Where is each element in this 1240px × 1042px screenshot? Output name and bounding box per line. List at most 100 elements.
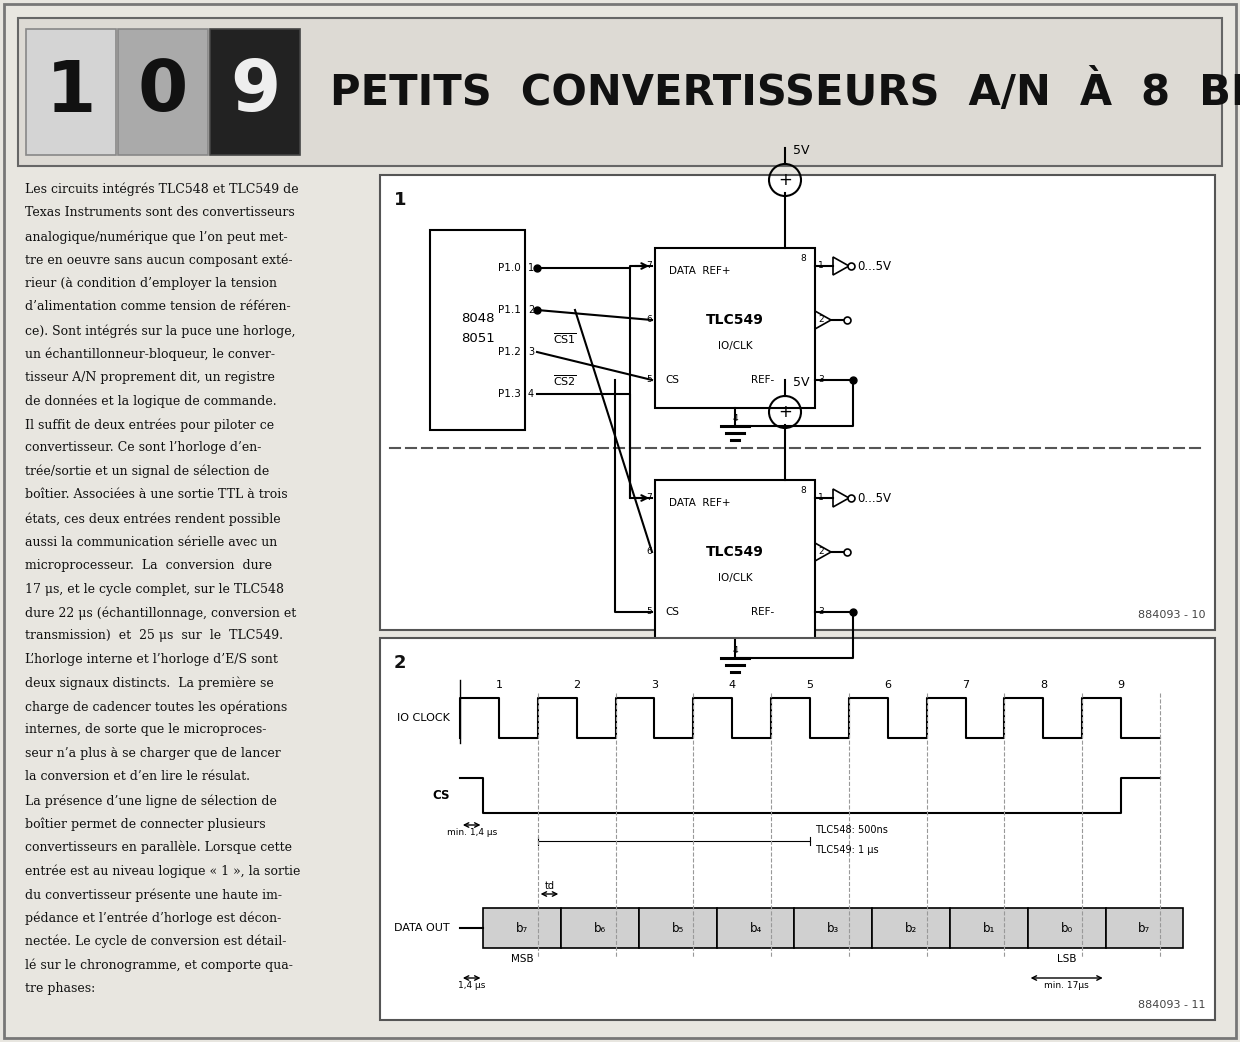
Bar [19,18,1221,166]
Bar [872,908,950,948]
Text: 3: 3 [818,375,823,384]
Text: Les circuits intégrés TLC548 et TLC549 de: Les circuits intégrés TLC548 et TLC549 d… [25,183,299,197]
Text: ce). Sont intégrés sur la puce une horloge,: ce). Sont intégrés sur la puce une horlo… [25,324,295,338]
Text: convertisseur. Ce sont l’horloge d’en-: convertisseur. Ce sont l’horloge d’en- [25,442,262,454]
Text: CS: CS [665,375,680,384]
Text: DATA  REF+: DATA REF+ [670,266,730,276]
Text: 0...5V: 0...5V [857,492,892,504]
Bar [950,908,1028,948]
Text: 884093 - 10: 884093 - 10 [1137,610,1205,620]
Text: DATA  REF+: DATA REF+ [670,498,730,508]
Text: 4: 4 [528,389,534,399]
Text: microprocesseur.  La  conversion  dure: microprocesseur. La conversion dure [25,559,272,572]
Bar [562,908,639,948]
Bar [1028,908,1106,948]
Text: trée/sortie et un signal de sélection de: trée/sortie et un signal de sélection de [25,465,269,478]
Text: 7: 7 [646,262,652,271]
Bar [655,480,815,640]
Text: 1: 1 [394,191,407,209]
Text: 6: 6 [646,316,652,324]
Text: 5: 5 [646,607,652,617]
Text: 3: 3 [651,680,658,690]
Text: P1.1: P1.1 [498,305,521,315]
Text: états, ces deux entrées rendent possible: états, ces deux entrées rendent possible [25,512,280,525]
Text: IO CLOCK: IO CLOCK [397,713,450,723]
Text: aussi la communication sérielle avec un: aussi la communication sérielle avec un [25,536,278,548]
Text: 1: 1 [496,680,502,690]
Bar [655,248,815,408]
Text: 4: 4 [732,646,738,655]
Text: 9: 9 [1117,680,1125,690]
Text: b₆: b₆ [594,921,606,935]
Text: 3: 3 [818,607,823,617]
Text: 4: 4 [729,680,735,690]
Text: 2: 2 [394,654,407,672]
Text: dure 22 μs (échantillonnage, conversion et: dure 22 μs (échantillonnage, conversion … [25,606,296,620]
Text: 1: 1 [528,263,534,273]
Text: P1.3: P1.3 [498,389,521,399]
Text: b₂: b₂ [905,921,918,935]
Text: 2: 2 [573,680,580,690]
Text: 1: 1 [818,262,823,271]
Text: b₇: b₇ [1138,921,1151,935]
Text: b₇: b₇ [516,921,528,935]
Text: DATA OUT: DATA OUT [394,923,450,933]
Text: pédance et l’entrée d’horloge est décon-: pédance et l’entrée d’horloge est décon- [25,912,281,925]
Text: 7: 7 [962,680,970,690]
Text: transmission)  et  25 μs  sur  le  TLC549.: transmission) et 25 μs sur le TLC549. [25,629,283,643]
Text: 8: 8 [800,254,806,263]
Text: 8: 8 [800,486,806,495]
Text: P1.0: P1.0 [498,263,521,273]
Text: internes, de sorte que le microproces-: internes, de sorte que le microproces- [25,723,267,737]
Text: tre phases:: tre phases: [25,982,95,995]
Text: TLC548: 500ns: TLC548: 500ns [815,825,888,835]
Text: PETITS  CONVERTISSEURS  A/N  À  8  BITS: PETITS CONVERTISSEURS A/N À 8 BITS [330,70,1240,114]
Text: 5V: 5V [794,375,810,389]
Bar [118,29,208,155]
Text: 3: 3 [528,347,534,357]
Text: b₃: b₃ [827,921,839,935]
Text: 17 μs, et le cycle complet, sur le TLC548: 17 μs, et le cycle complet, sur le TLC54… [25,582,284,595]
Text: CS: CS [433,789,450,802]
Text: entrée est au niveau logique « 1 », la sortie: entrée est au niveau logique « 1 », la s… [25,865,300,878]
Text: de données et la logique de commande.: de données et la logique de commande. [25,395,277,408]
Text: analogique/numérique que l’on peut met-: analogique/numérique que l’on peut met- [25,230,288,244]
Text: 9: 9 [229,57,280,126]
Text: +: + [777,171,792,189]
Text: du convertisseur présente une haute im-: du convertisseur présente une haute im- [25,888,281,901]
Text: convertisseurs en parallèle. Lorsque cette: convertisseurs en parallèle. Lorsque cet… [25,841,291,854]
Text: Il suffit de deux entrées pour piloter ce: Il suffit de deux entrées pour piloter c… [25,418,274,431]
Text: TLC549: TLC549 [706,313,764,327]
Text: 0...5V: 0...5V [857,259,892,273]
Text: min. 17μs: min. 17μs [1044,981,1089,990]
Text: tre en oeuvre sans aucun composant exté-: tre en oeuvre sans aucun composant exté- [25,253,293,267]
Text: deux signaux distincts.  La première se: deux signaux distincts. La première se [25,676,274,690]
Text: CS: CS [665,607,680,617]
Text: 1,4 μs: 1,4 μs [458,981,485,990]
Text: 7: 7 [646,494,652,502]
Text: 1: 1 [818,494,823,502]
Bar [379,175,1215,630]
Text: LSB: LSB [1056,954,1076,964]
Text: 2: 2 [818,316,823,324]
Text: la conversion et d’en lire le résulat.: la conversion et d’en lire le résulat. [25,770,250,784]
Text: 5V: 5V [794,144,810,156]
Text: boîtier. Associées à une sortie TTL à trois: boîtier. Associées à une sortie TTL à tr… [25,489,288,501]
Text: charge de cadencer toutes les opérations: charge de cadencer toutes les opérations [25,700,288,714]
Text: min. 1,4 μs: min. 1,4 μs [446,828,497,837]
Text: $\overline{\mathrm{CS2}}$: $\overline{\mathrm{CS2}}$ [553,373,577,388]
Bar [717,908,795,948]
Text: 6: 6 [646,547,652,556]
Bar [795,908,872,948]
Text: td: td [544,880,554,891]
Text: tisseur A/N proprement dit, un registre: tisseur A/N proprement dit, un registre [25,371,275,384]
Bar [379,638,1215,1020]
Text: REF-: REF- [751,607,774,617]
Text: TLC549: 1 μs: TLC549: 1 μs [815,845,879,855]
Text: un échantillonneur-bloqueur, le conver-: un échantillonneur-bloqueur, le conver- [25,347,275,361]
Bar [210,29,300,155]
Bar [430,230,525,430]
Bar [484,908,562,948]
Text: 6: 6 [884,680,892,690]
Bar [1106,908,1183,948]
